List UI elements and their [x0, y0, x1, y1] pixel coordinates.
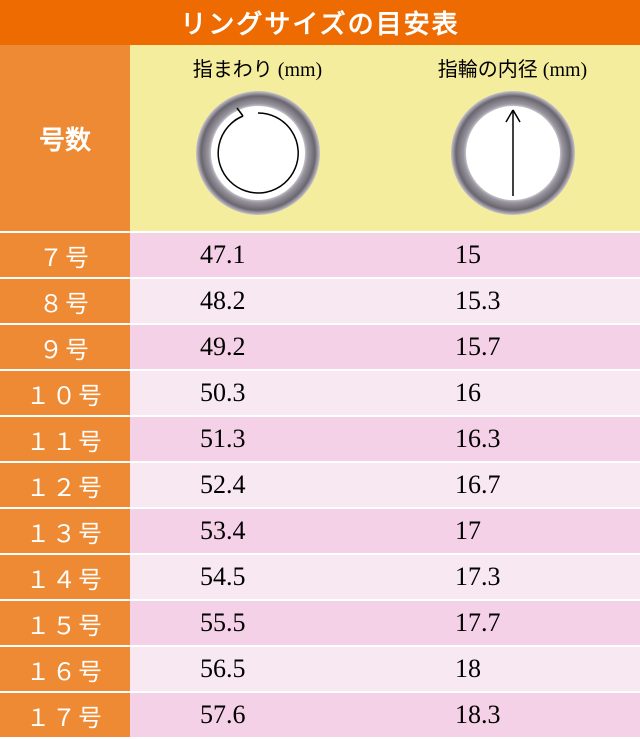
- table-header-row: 号数 指まわり (mm) 指輪の内径 (mm): [0, 45, 640, 233]
- column-header-circumference: 指まわり (mm): [130, 45, 385, 233]
- cell-circumference: 55.5: [130, 601, 385, 647]
- table-row: １７号57.618.3: [0, 693, 640, 739]
- row-size-label: ７号: [0, 233, 130, 279]
- row-size-label: ８号: [0, 279, 130, 325]
- circumference-icon: [193, 88, 323, 218]
- cell-circumference: 52.4: [130, 463, 385, 509]
- row-size-label: ９号: [0, 325, 130, 371]
- table-row: １５号55.517.7: [0, 601, 640, 647]
- cell-circumference: 49.2: [130, 325, 385, 371]
- cell-circumference: 50.3: [130, 371, 385, 417]
- cell-diameter: 17.7: [385, 601, 640, 647]
- cell-circumference: 51.3: [130, 417, 385, 463]
- row-header-label: 号数: [0, 45, 130, 233]
- cell-diameter: 15.7: [385, 325, 640, 371]
- row-size-label: １０号: [0, 371, 130, 417]
- cell-diameter: 18: [385, 647, 640, 693]
- table-row: １６号56.518: [0, 647, 640, 693]
- cell-circumference: 54.5: [130, 555, 385, 601]
- diameter-icon: [448, 88, 578, 218]
- table-row: １１号51.316.3: [0, 417, 640, 463]
- row-size-label: １１号: [0, 417, 130, 463]
- cell-circumference: 56.5: [130, 647, 385, 693]
- cell-diameter: 15: [385, 233, 640, 279]
- cell-diameter: 17: [385, 509, 640, 555]
- cell-circumference: 47.1: [130, 233, 385, 279]
- table-body: ７号47.115８号48.215.3９号49.215.7１０号50.316１１号…: [0, 233, 640, 739]
- col1-label: 指まわり (mm): [193, 53, 322, 82]
- row-size-label: １３号: [0, 509, 130, 555]
- table-row: １４号54.517.3: [0, 555, 640, 601]
- row-size-label: １２号: [0, 463, 130, 509]
- cell-diameter: 18.3: [385, 693, 640, 739]
- table-title: リングサイズの目安表: [0, 0, 640, 45]
- cell-diameter: 16.7: [385, 463, 640, 509]
- cell-diameter: 15.3: [385, 279, 640, 325]
- table-row: ８号48.215.3: [0, 279, 640, 325]
- table-row: １２号52.416.7: [0, 463, 640, 509]
- row-size-label: １７号: [0, 693, 130, 739]
- row-size-label: １６号: [0, 647, 130, 693]
- row-size-label: １５号: [0, 601, 130, 647]
- ring-size-table: リングサイズの目安表 号数 指まわり (mm): [0, 0, 640, 739]
- cell-circumference: 53.4: [130, 509, 385, 555]
- table-row: １３号53.417: [0, 509, 640, 555]
- col2-label: 指輪の内径 (mm): [438, 53, 587, 82]
- column-header-diameter: 指輪の内径 (mm): [385, 45, 640, 233]
- cell-diameter: 16.3: [385, 417, 640, 463]
- cell-diameter: 16: [385, 371, 640, 417]
- table-row: １０号50.316: [0, 371, 640, 417]
- table-row: ９号49.215.7: [0, 325, 640, 371]
- cell-circumference: 57.6: [130, 693, 385, 739]
- table-row: ７号47.115: [0, 233, 640, 279]
- cell-circumference: 48.2: [130, 279, 385, 325]
- row-size-label: １４号: [0, 555, 130, 601]
- cell-diameter: 17.3: [385, 555, 640, 601]
